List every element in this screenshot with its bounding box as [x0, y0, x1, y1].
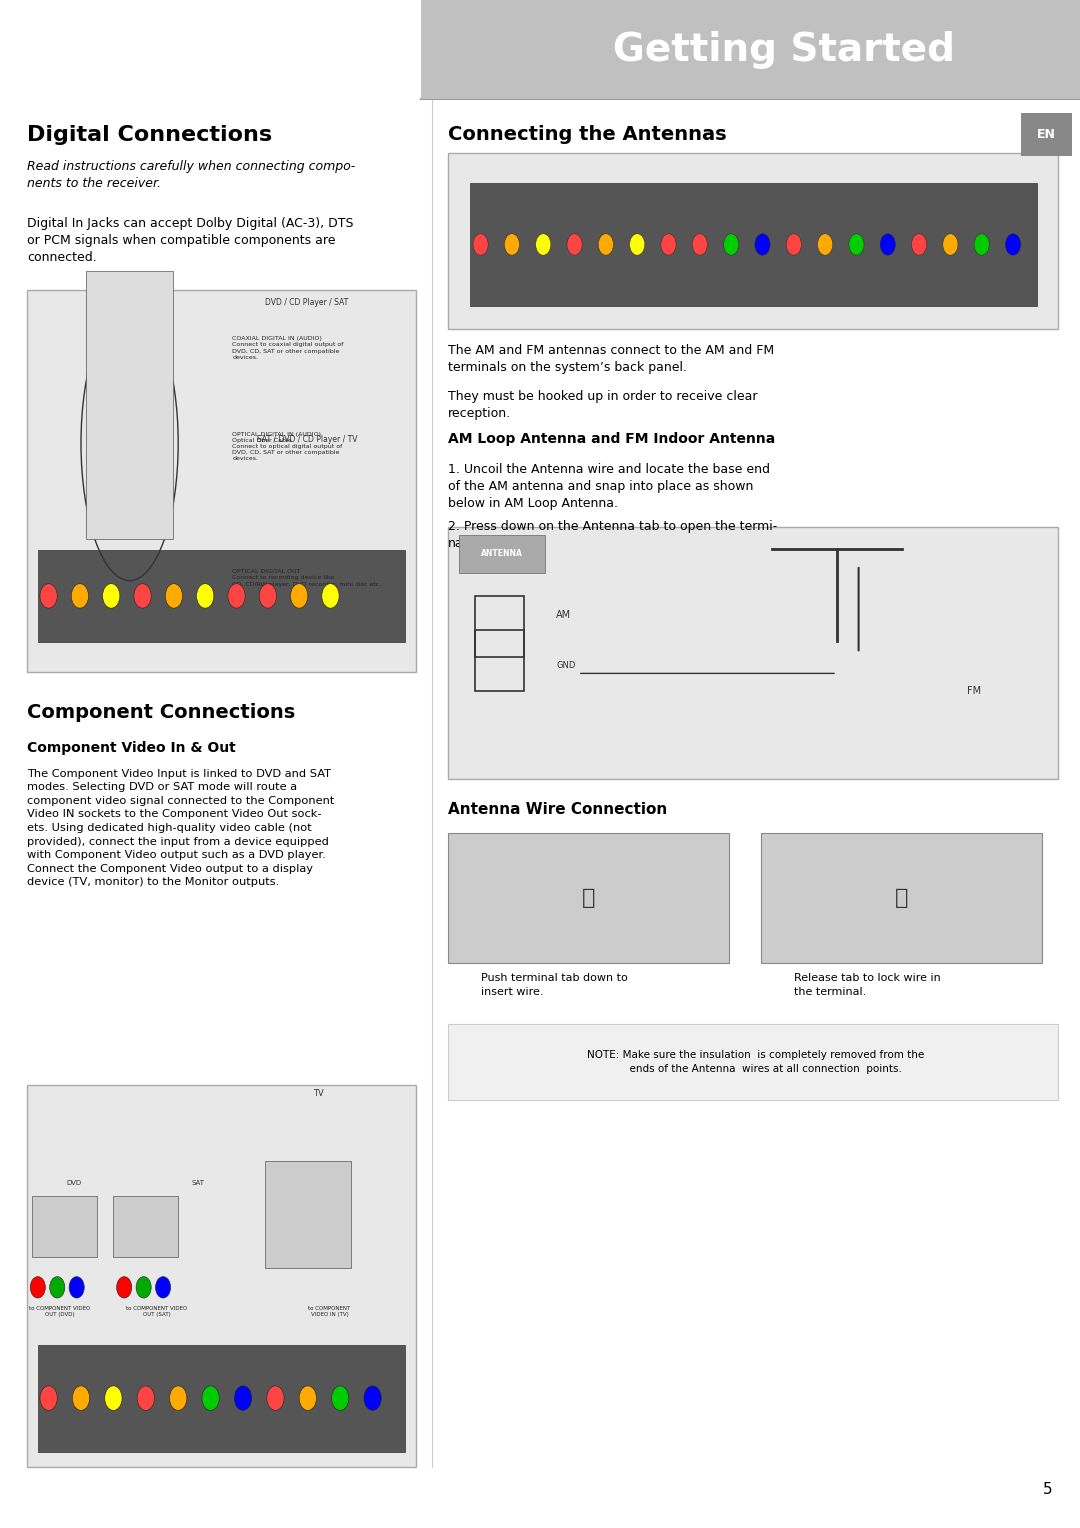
Circle shape	[322, 584, 339, 608]
Circle shape	[332, 1386, 349, 1410]
Text: Antenna Wire Connection: Antenna Wire Connection	[448, 802, 667, 817]
FancyBboxPatch shape	[32, 1195, 97, 1256]
Circle shape	[724, 234, 739, 255]
Text: to COMPONENT VIDEO
OUT (SAT): to COMPONENT VIDEO OUT (SAT)	[126, 1306, 187, 1317]
Circle shape	[30, 1277, 45, 1299]
Circle shape	[692, 234, 707, 255]
Circle shape	[156, 1277, 171, 1299]
Text: Component Video In & Out: Component Video In & Out	[27, 741, 235, 755]
Circle shape	[165, 584, 183, 608]
Circle shape	[197, 584, 214, 608]
Circle shape	[136, 1277, 151, 1299]
Circle shape	[849, 234, 864, 255]
Text: EN: EN	[1037, 128, 1056, 141]
Text: to COMPONENT VIDEO
OUT (DVD): to COMPONENT VIDEO OUT (DVD)	[29, 1306, 90, 1317]
Text: OPTICAL DIGITAL OUT
Connect to recording device like
CD, CD/RW player, DVD recor: OPTICAL DIGITAL OUT Connect to recording…	[232, 568, 381, 587]
FancyBboxPatch shape	[113, 1195, 178, 1256]
Circle shape	[536, 234, 551, 255]
Text: 2. Press down on the Antenna tab to open the termi-
nal: 2. Press down on the Antenna tab to open…	[448, 520, 778, 550]
Text: NOTE: Make sure the insulation  is completely removed from the
      ends of the: NOTE: Make sure the insulation is comple…	[588, 1050, 924, 1074]
FancyBboxPatch shape	[86, 272, 173, 538]
Circle shape	[103, 584, 120, 608]
FancyBboxPatch shape	[470, 183, 1037, 306]
Text: AM: AM	[556, 610, 571, 620]
Circle shape	[267, 1386, 284, 1410]
Circle shape	[117, 1277, 132, 1299]
Text: ✋: ✋	[582, 888, 595, 908]
Text: Release tab to lock wire in
the terminal.: Release tab to lock wire in the terminal…	[794, 973, 941, 996]
Text: 1. Uncoil the Antenna wire and locate the base end
of the AM antenna and snap in: 1. Uncoil the Antenna wire and locate th…	[448, 463, 770, 510]
FancyBboxPatch shape	[27, 290, 416, 672]
Text: They must be hooked up in order to receive clear
reception.: They must be hooked up in order to recei…	[448, 390, 758, 420]
Text: SAT: SAT	[191, 1180, 204, 1186]
Circle shape	[504, 234, 519, 255]
Text: Push terminal tab down to
insert wire.: Push terminal tab down to insert wire.	[481, 973, 627, 996]
Text: SAT / DVD / CD Player / TV: SAT / DVD / CD Player / TV	[257, 435, 357, 445]
Text: Digital In Jacks can accept Dolby Digital (AC-3), DTS
or PCM signals when compat: Digital In Jacks can accept Dolby Digita…	[27, 217, 353, 264]
Text: DVD / CD Player / SAT: DVD / CD Player / SAT	[266, 298, 349, 307]
Circle shape	[364, 1386, 381, 1410]
FancyBboxPatch shape	[448, 153, 1058, 329]
Text: Read instructions carefully when connecting compo-
nents to the receiver.: Read instructions carefully when connect…	[27, 160, 355, 191]
Circle shape	[661, 234, 676, 255]
Circle shape	[105, 1386, 122, 1410]
FancyBboxPatch shape	[265, 1161, 351, 1268]
Circle shape	[912, 234, 927, 255]
Circle shape	[137, 1386, 154, 1410]
Circle shape	[880, 234, 895, 255]
FancyBboxPatch shape	[761, 833, 1042, 963]
Circle shape	[228, 584, 245, 608]
FancyBboxPatch shape	[448, 833, 729, 963]
Circle shape	[170, 1386, 187, 1410]
Text: COAXIAL DIGITAL IN (AUDIO)
Connect to coaxial digital output of
DVD, CD, SAT or : COAXIAL DIGITAL IN (AUDIO) Connect to co…	[232, 336, 343, 359]
Text: 5: 5	[1043, 1482, 1053, 1497]
Circle shape	[786, 234, 801, 255]
Circle shape	[567, 234, 582, 255]
Circle shape	[69, 1277, 84, 1299]
Text: Getting Started: Getting Started	[612, 31, 955, 69]
Text: Component Connections: Component Connections	[27, 703, 295, 721]
Text: AM Loop Antenna and FM Indoor Antenna: AM Loop Antenna and FM Indoor Antenna	[448, 432, 775, 446]
FancyBboxPatch shape	[38, 1345, 405, 1452]
FancyBboxPatch shape	[1021, 113, 1072, 156]
Text: FM: FM	[967, 686, 981, 697]
Circle shape	[72, 1386, 90, 1410]
Text: to COMPONENT
VIDEO IN (TV): to COMPONENT VIDEO IN (TV)	[308, 1306, 351, 1317]
Circle shape	[818, 234, 833, 255]
Circle shape	[50, 1277, 65, 1299]
Circle shape	[234, 1386, 252, 1410]
FancyBboxPatch shape	[421, 0, 1080, 99]
Circle shape	[1005, 234, 1021, 255]
FancyBboxPatch shape	[448, 1024, 1058, 1100]
Circle shape	[473, 234, 488, 255]
Text: ✋: ✋	[895, 888, 908, 908]
FancyBboxPatch shape	[27, 1085, 416, 1467]
Circle shape	[202, 1386, 219, 1410]
FancyBboxPatch shape	[448, 527, 1058, 779]
Text: OPTICAL DIGITAL IN (AUDIO)
Optical Fiber Cable
Connect to optical digital output: OPTICAL DIGITAL IN (AUDIO) Optical Fiber…	[232, 431, 342, 461]
Circle shape	[40, 1386, 57, 1410]
Circle shape	[134, 584, 151, 608]
Circle shape	[40, 584, 57, 608]
Circle shape	[755, 234, 770, 255]
Circle shape	[291, 584, 308, 608]
Text: DVD: DVD	[66, 1180, 81, 1186]
Text: The Component Video Input is linked to DVD and SAT
modes. Selecting DVD or SAT m: The Component Video Input is linked to D…	[27, 769, 335, 888]
Circle shape	[71, 584, 89, 608]
Text: The AM and FM antennas connect to the AM and FM
terminals on the system’s back p: The AM and FM antennas connect to the AM…	[448, 344, 774, 374]
Text: GND: GND	[556, 662, 576, 671]
Text: Digital Connections: Digital Connections	[27, 125, 272, 145]
Circle shape	[299, 1386, 316, 1410]
FancyBboxPatch shape	[459, 535, 545, 573]
Text: TV: TV	[313, 1089, 324, 1099]
Circle shape	[974, 234, 989, 255]
Circle shape	[598, 234, 613, 255]
Text: ANTENNA: ANTENNA	[482, 549, 523, 558]
Circle shape	[630, 234, 645, 255]
Text: Connecting the Antennas: Connecting the Antennas	[448, 125, 727, 144]
Circle shape	[943, 234, 958, 255]
Circle shape	[259, 584, 276, 608]
FancyBboxPatch shape	[38, 550, 405, 642]
